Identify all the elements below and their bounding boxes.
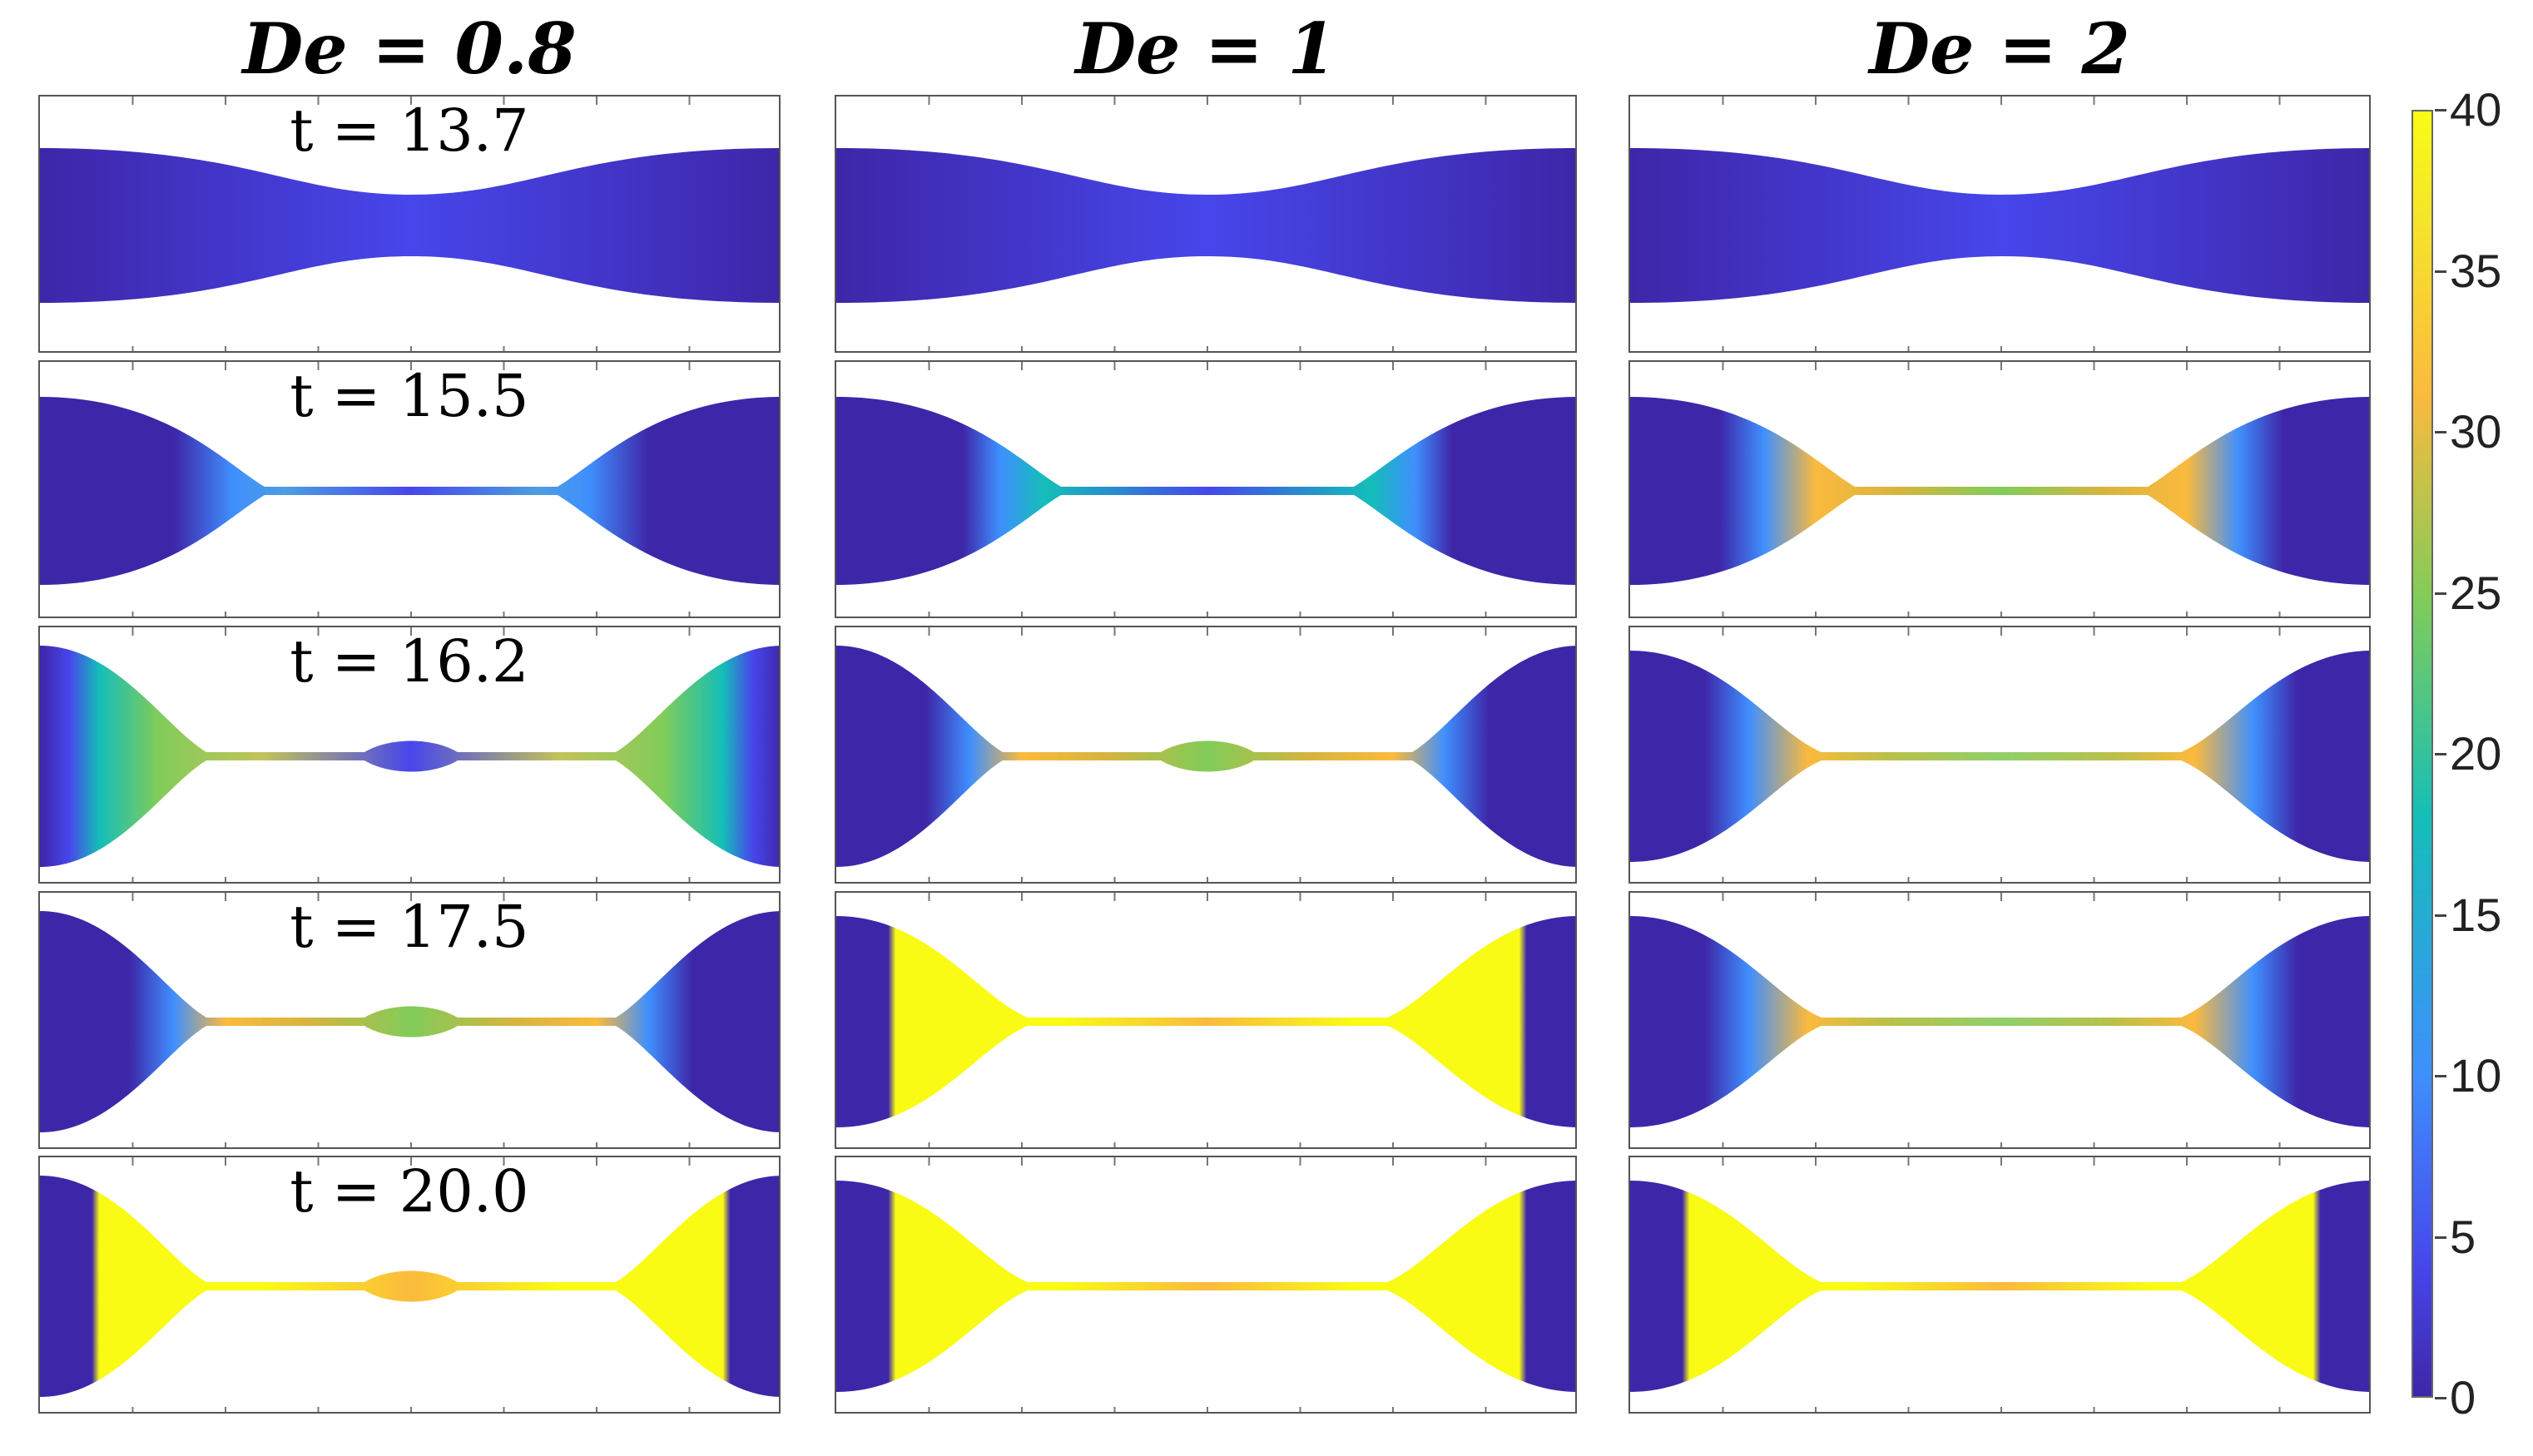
colorbar-tick bbox=[2435, 1236, 2446, 1239]
filament-plot bbox=[836, 627, 1575, 882]
filament-shape bbox=[40, 646, 779, 867]
filament-shape bbox=[40, 148, 779, 303]
panel-col2-row1 bbox=[1628, 360, 2371, 618]
filament-shape bbox=[836, 1181, 1575, 1392]
panel-col2-row0 bbox=[1628, 95, 2371, 353]
filament-shape bbox=[1630, 916, 2369, 1127]
filament-plot bbox=[1630, 627, 2369, 882]
colorbar-tick-label: 20 bbox=[2450, 727, 2502, 780]
column-title-de-0.8: De = 0.8 bbox=[242, 7, 577, 90]
filament-shape bbox=[40, 911, 779, 1132]
filament-plot bbox=[1630, 893, 2369, 1147]
colorbar-tick-label: 10 bbox=[2450, 1049, 2502, 1102]
filament-shape bbox=[40, 1176, 779, 1397]
colorbar-tick-label: 5 bbox=[2450, 1210, 2476, 1263]
filament-plot bbox=[836, 362, 1575, 617]
filament-shape bbox=[1630, 651, 2369, 862]
panel-col2-row2 bbox=[1628, 626, 2371, 884]
colorbar-tick bbox=[2435, 592, 2446, 595]
colorbar-tick-label: 30 bbox=[2450, 405, 2502, 458]
filament-shape bbox=[1630, 397, 2369, 585]
colorbar-tick bbox=[2435, 753, 2446, 755]
panel-col2-row4 bbox=[1628, 1156, 2371, 1414]
colorbar-tick bbox=[2435, 431, 2446, 433]
panel-col0-row3: t = 17.5 bbox=[38, 891, 781, 1149]
filament-shape bbox=[836, 916, 1575, 1127]
filament-plot bbox=[40, 1157, 779, 1412]
colorbar-tick bbox=[2435, 914, 2446, 917]
filament-plot bbox=[1630, 97, 2369, 351]
colorbar-tick-label: 15 bbox=[2450, 888, 2502, 941]
panel-col1-row1 bbox=[835, 360, 1577, 618]
panel-col0-row0: t = 13.7 bbox=[38, 95, 781, 353]
panel-col0-row2: t = 16.2 bbox=[38, 626, 781, 884]
panel-col0-row4: t = 20.0 bbox=[38, 1156, 781, 1414]
filament-plot bbox=[1630, 362, 2369, 617]
filament-shape bbox=[40, 397, 779, 585]
filament-plot bbox=[836, 893, 1575, 1147]
colorbar bbox=[2412, 110, 2433, 1398]
filament-plot bbox=[40, 362, 779, 617]
filament-plot bbox=[40, 627, 779, 882]
column-title-de-1: De = 1 bbox=[1075, 7, 1336, 90]
filament-plot bbox=[836, 97, 1575, 351]
panel-col1-row3 bbox=[835, 891, 1577, 1149]
filament-shape bbox=[836, 646, 1575, 867]
colorbar-tick-label: 0 bbox=[2450, 1371, 2476, 1424]
panel-col2-row3 bbox=[1628, 891, 2371, 1149]
colorbar-tick bbox=[2435, 109, 2446, 111]
panel-col1-row2 bbox=[835, 626, 1577, 884]
filament-shape bbox=[1630, 148, 2369, 303]
panel-col0-row1: t = 15.5 bbox=[38, 360, 781, 618]
filament-plot bbox=[836, 1157, 1575, 1412]
colorbar-tick-label: 40 bbox=[2450, 83, 2502, 136]
colorbar-tick bbox=[2435, 270, 2446, 273]
panel-col1-row4 bbox=[835, 1156, 1577, 1414]
colorbar-tick-label: 35 bbox=[2450, 244, 2502, 297]
filament-shape bbox=[1630, 1181, 2369, 1392]
filament-plot bbox=[1630, 1157, 2369, 1412]
colorbar-tick bbox=[2435, 1075, 2446, 1077]
colorbar-tick-label: 25 bbox=[2450, 566, 2502, 619]
column-title-de-2: De = 2 bbox=[1869, 7, 2130, 90]
filament-shape bbox=[836, 148, 1575, 303]
filament-plot bbox=[40, 97, 779, 351]
filament-plot bbox=[40, 893, 779, 1147]
panel-col1-row0 bbox=[835, 95, 1577, 353]
colorbar-tick bbox=[2435, 1397, 2446, 1399]
filament-shape bbox=[836, 397, 1575, 585]
